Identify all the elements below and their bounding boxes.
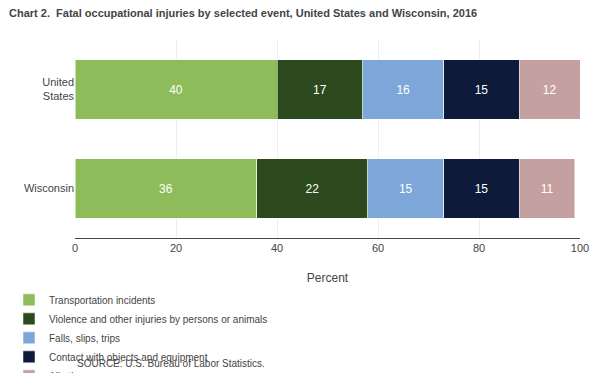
svg-text:UnitedStates: UnitedStates (42, 76, 74, 102)
svg-text:0: 0 (72, 242, 78, 254)
svg-text:60: 60 (372, 242, 384, 254)
svg-text:20: 20 (170, 242, 182, 254)
svg-text:All other: All other (49, 371, 86, 373)
svg-text:Chart 2. Fatal occupational i: Chart 2. Fatal occupational injuries by … (9, 7, 477, 19)
svg-text:100: 100 (571, 242, 589, 254)
svg-text:40: 40 (271, 242, 283, 254)
svg-text:40: 40 (169, 83, 183, 97)
svg-text:Transportation incidents: Transportation incidents (49, 295, 155, 306)
svg-text:16: 16 (396, 83, 410, 97)
svg-text:Percent: Percent (307, 271, 349, 285)
svg-text:22: 22 (306, 182, 320, 196)
svg-text:Contact with objects and equip: Contact with objects and equipment (49, 352, 208, 363)
svg-text:Violence and other injuries by: Violence and other injuries by persons o… (49, 314, 267, 325)
svg-text:80: 80 (473, 242, 485, 254)
svg-text:Falls, slips, trips: Falls, slips, trips (49, 333, 120, 344)
svg-text:15: 15 (475, 83, 489, 97)
svg-text:15: 15 (399, 182, 413, 196)
svg-text:15: 15 (475, 182, 489, 196)
svg-text:12: 12 (543, 83, 557, 97)
svg-text:SOURCE: U.S. Bureau of Labor S: SOURCE: U.S. Bureau of Labor Statistics. (77, 358, 265, 369)
svg-text:Wisconsin: Wisconsin (24, 182, 74, 194)
svg-text:17: 17 (313, 83, 327, 97)
svg-text:11: 11 (541, 182, 554, 196)
svg-text:36: 36 (159, 182, 173, 196)
